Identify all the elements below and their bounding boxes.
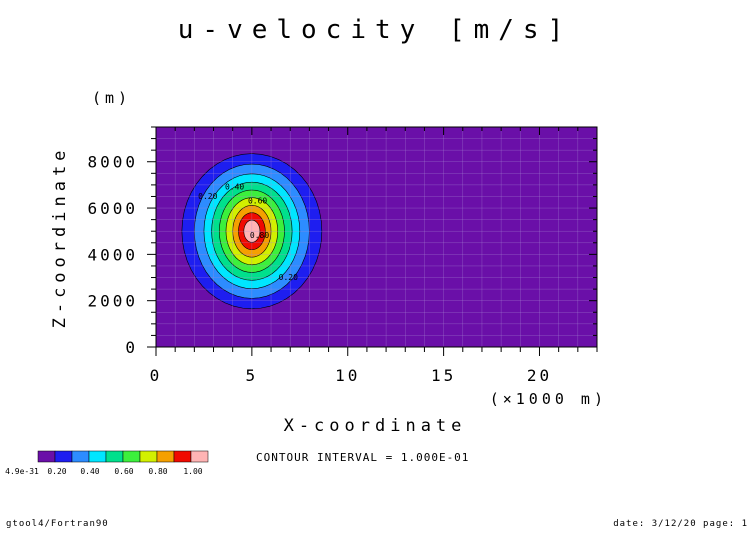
colorbar [37,450,209,463]
chart-title: u-velocity [m/s] [178,15,572,45]
x-axis-unit: (×1000 m) [490,390,607,408]
colorbar-swatch [88,450,107,463]
contour-label: 0.20 [198,192,217,201]
x-tick-label: 0 [150,366,163,385]
colorbar-swatch [71,450,90,463]
colorbar-label: 0.40 [80,467,99,476]
colorbar-swatch [139,450,158,463]
colorbar-label: 4.9e-31 [5,467,39,476]
colorbar-label: 0.60 [114,467,133,476]
z-axis-unit: (m) [92,89,131,107]
colorbar-label: 0.80 [148,467,167,476]
colorbar-swatch [54,450,73,463]
x-tick-label: 15 [431,366,456,385]
y-axis-title: Z-coordinate [50,146,70,329]
colorbar-swatch [122,450,141,463]
colorbar-swatch [173,450,192,463]
plot-frame [155,126,598,348]
y-axis: 0 2000 4000 6000 8000 [87,126,156,357]
footer-left: gtool4/Fortran90 [6,519,109,529]
y-tick-label: 6000 [87,199,138,218]
x-tick-label: 10 [335,366,360,385]
colorbar-swatch [156,450,175,463]
colorbar-label: 0.20 [47,467,66,476]
contour-interval-note: CONTOUR INTERVAL = 1.000E-01 [256,451,469,464]
colorbar-swatch [105,450,124,463]
colorbar-labels: 4.9e-31 0.20 0.40 0.60 0.80 1.00 [5,467,203,476]
contour-label: 0.40 [225,183,244,192]
y-tick-label: 0 [125,338,138,357]
plot-area: 0.20 0.40 0.60 0.80 0.20 [155,126,598,348]
x-axis-title: X-coordinate [284,416,467,436]
grid-lines [156,127,597,347]
contour-label: 0.20 [279,273,298,282]
colorbar-label: 1.00 [183,467,202,476]
y-tick-label: 8000 [87,153,138,172]
x-tick-label: 20 [527,366,552,385]
contour-label: 0.80 [250,231,269,240]
x-tick-label: 5 [246,366,259,385]
footer-right: date: 3/12/20 page: 1 [613,519,748,529]
y-tick-label: 2000 [87,292,138,311]
colorbar-swatch [190,450,209,463]
y-tick-label: 4000 [87,245,138,264]
contour-labels: 0.20 0.40 0.60 0.80 0.20 [198,183,298,282]
colorbar-swatch [37,450,56,463]
minor-ticks [155,126,598,348]
contour-label: 0.60 [248,196,267,205]
x-axis: 0 5 10 15 20 [150,347,598,385]
